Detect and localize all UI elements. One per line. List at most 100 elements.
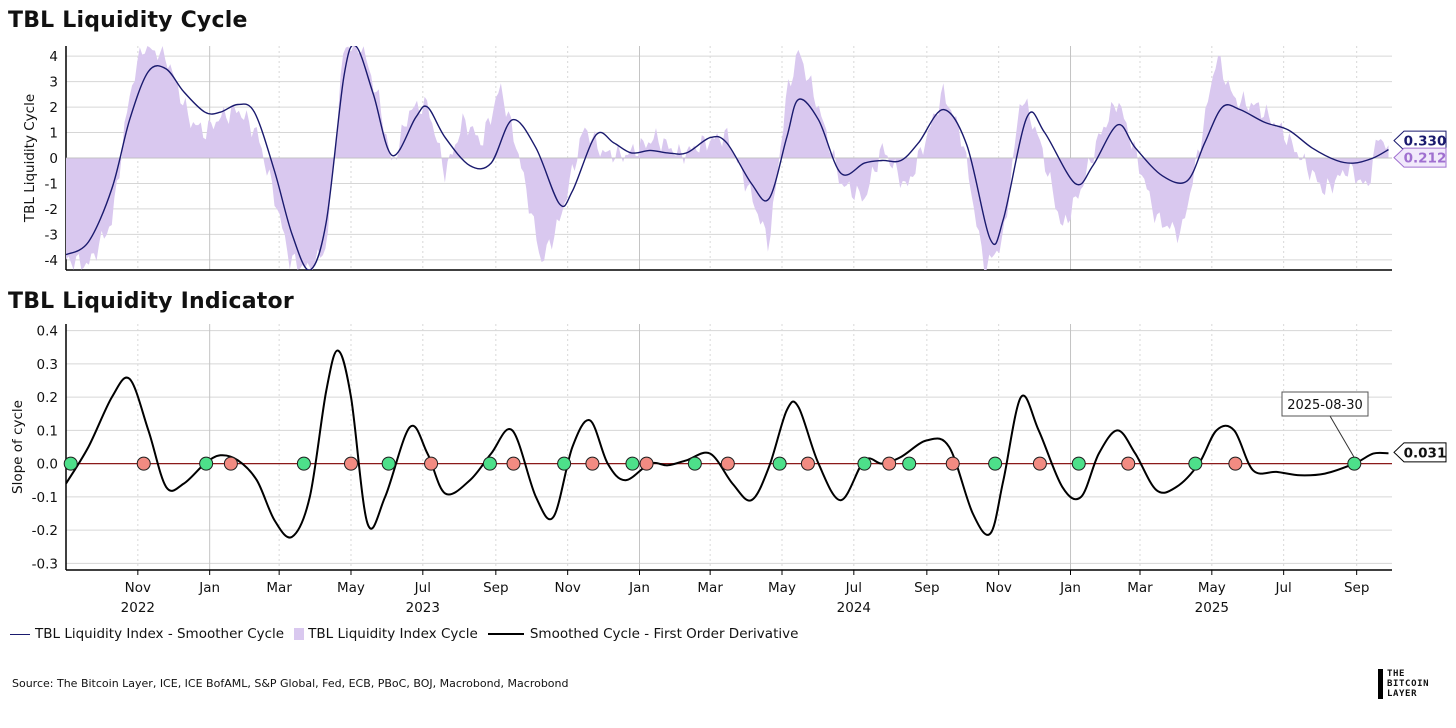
x-tick-month-label: May	[1198, 580, 1226, 596]
x-tick-month-label: Jan	[1059, 580, 1081, 596]
logo-bar	[1378, 669, 1383, 699]
y-tick-label: -1	[45, 176, 58, 192]
red-signal-dot	[343, 456, 358, 471]
source-note: Source: The Bitcoin Layer, ICE, ICE BofA…	[12, 677, 569, 690]
y-tick-label: -0.2	[32, 523, 58, 539]
y-tick-label: 2	[49, 100, 58, 116]
legend-item-smoother: TBL Liquidity Index - Smoother Cycle	[10, 626, 284, 642]
x-tick-year-label: 2025	[1195, 600, 1229, 616]
cycle-panel: -4 -3 -2 -1 0 1 2 3 4 TBL Liquidity Cycle	[22, 46, 1392, 271]
y-tick-label: -2	[45, 202, 58, 218]
smoother-value-tag: 0.330	[1393, 130, 1447, 151]
indicator-panel-plot-area	[66, 349, 1392, 539]
logo-line-1: THE	[1387, 669, 1406, 679]
annotation-text: 2025-08-30	[1287, 398, 1363, 413]
x-tick-month-label: Jul	[414, 580, 431, 596]
y-axis-label: Slope of cycle	[10, 400, 26, 494]
x-tick-month-label: Jan	[198, 580, 220, 596]
x-tick-month-label: Nov	[985, 580, 1011, 596]
cycle-value-tag-text: 0.212	[1404, 151, 1447, 167]
derivative-value-tag-text: 0.031	[1404, 445, 1447, 461]
red-signal-dot	[223, 456, 238, 471]
green-signal-dot	[199, 456, 214, 471]
x-tick-year-label: 2023	[406, 600, 440, 616]
logo-line-2: BITCOIN	[1387, 679, 1430, 689]
red-signal-dot	[585, 456, 600, 471]
legend-item-cycle: TBL Liquidity Index Cycle	[294, 626, 478, 642]
x-tick-month-label: Nov	[125, 580, 151, 596]
red-signal-dot	[1121, 456, 1136, 471]
annotation-leader	[1329, 415, 1355, 458]
legend-swatch-derivative	[487, 633, 524, 635]
green-signal-dot	[296, 456, 311, 471]
y-tick-label: -3	[45, 227, 58, 243]
x-tick-month-label: Nov	[554, 580, 580, 596]
green-signal-dot	[988, 456, 1003, 471]
logo-text: THE BITCOIN LAYER	[1387, 669, 1429, 699]
green-signal-dot	[857, 456, 872, 471]
x-tick-month-label: Sep	[1344, 580, 1369, 596]
x-tick-month-label: Jul	[845, 580, 862, 596]
smoother-cycle-line	[66, 46, 1389, 270]
y-tick-label: -4	[45, 253, 58, 269]
green-signal-dot	[625, 456, 640, 471]
x-tick-year-label: 2024	[837, 600, 871, 616]
smoother-value-tag-text: 0.330	[1404, 134, 1447, 150]
indicator-panel: -0.3 -0.2 -0.1 0.0 0.1 0.2 0.3 0.4 Slope of cycl…	[10, 324, 1392, 572]
green-signal-dot	[1347, 456, 1362, 471]
green-signal-dot	[902, 456, 917, 471]
y-tick-label: 0.0	[37, 457, 58, 473]
bitcoin-layer-logo: THE BITCOIN LAYER	[1378, 669, 1438, 699]
chart-legend: TBL Liquidity Index - Smoother Cycle TBL…	[10, 626, 808, 642]
y-tick-label: 0	[49, 151, 58, 167]
green-signal-dot	[1071, 456, 1086, 471]
legend-label-cycle: TBL Liquidity Index Cycle	[308, 626, 478, 642]
y-tick-label: 0.1	[37, 423, 58, 439]
green-signal-dot	[772, 456, 787, 471]
y-tick-label: -0.3	[32, 556, 58, 572]
legend-swatch-smoother	[10, 633, 30, 635]
legend-swatch-cycle	[294, 628, 305, 640]
red-signal-dot	[639, 456, 654, 471]
cycle-value-tag: 0.212	[1393, 147, 1447, 168]
green-signal-dot	[1188, 456, 1203, 471]
cycle-value-tag-box	[1393, 147, 1447, 168]
x-tick-month-label: Mar	[1127, 580, 1153, 596]
legend-label-smoother: TBL Liquidity Index - Smoother Cycle	[35, 626, 285, 642]
logo-line-3: LAYER	[1387, 689, 1418, 699]
x-tick-month-label: Sep	[483, 580, 508, 596]
red-signal-dot	[1228, 456, 1243, 471]
derivative-line	[66, 349, 1389, 539]
red-signal-dot	[882, 456, 897, 471]
bottom-chart-title: TBL Liquidity Indicator	[8, 289, 294, 314]
y-tick-label: 0.2	[37, 390, 58, 406]
red-signal-dot	[945, 456, 960, 471]
legend-item-derivative: Smoothed Cycle - First Order Derivative	[487, 626, 798, 642]
red-signal-dot	[424, 456, 439, 471]
y-tick-label: 4	[49, 49, 58, 65]
x-tick-month-label: May	[337, 580, 365, 596]
derivative-value-tag-box	[1393, 442, 1447, 463]
red-signal-dot	[1032, 456, 1047, 471]
red-signal-dot	[136, 456, 151, 471]
y-tick-label: 0.4	[37, 324, 58, 340]
x-tick-month-label: Mar	[266, 580, 292, 596]
derivative-value-tag: 0.031	[1393, 442, 1447, 463]
top-chart-title: TBL Liquidity Cycle	[8, 8, 248, 33]
x-tick-year-label: 2022	[121, 600, 155, 616]
y-axis-label: TBL Liquidity Cycle	[22, 94, 38, 223]
red-signal-dot	[720, 456, 735, 471]
smoother-value-tag-box	[1393, 130, 1447, 151]
x-tick-month-label: Mar	[697, 580, 723, 596]
red-signal-dot	[800, 456, 815, 471]
green-signal-dot	[63, 456, 78, 471]
green-signal-dot	[557, 456, 572, 471]
annotation-box	[1281, 391, 1369, 417]
x-tick-month-label: Jul	[1275, 580, 1292, 596]
y-tick-label: 0.3	[37, 357, 58, 373]
green-signal-dot	[381, 456, 396, 471]
y-tick-label: 3	[49, 75, 58, 91]
red-signal-dot	[506, 456, 521, 471]
cycle-panel-plot-area	[66, 46, 1392, 270]
